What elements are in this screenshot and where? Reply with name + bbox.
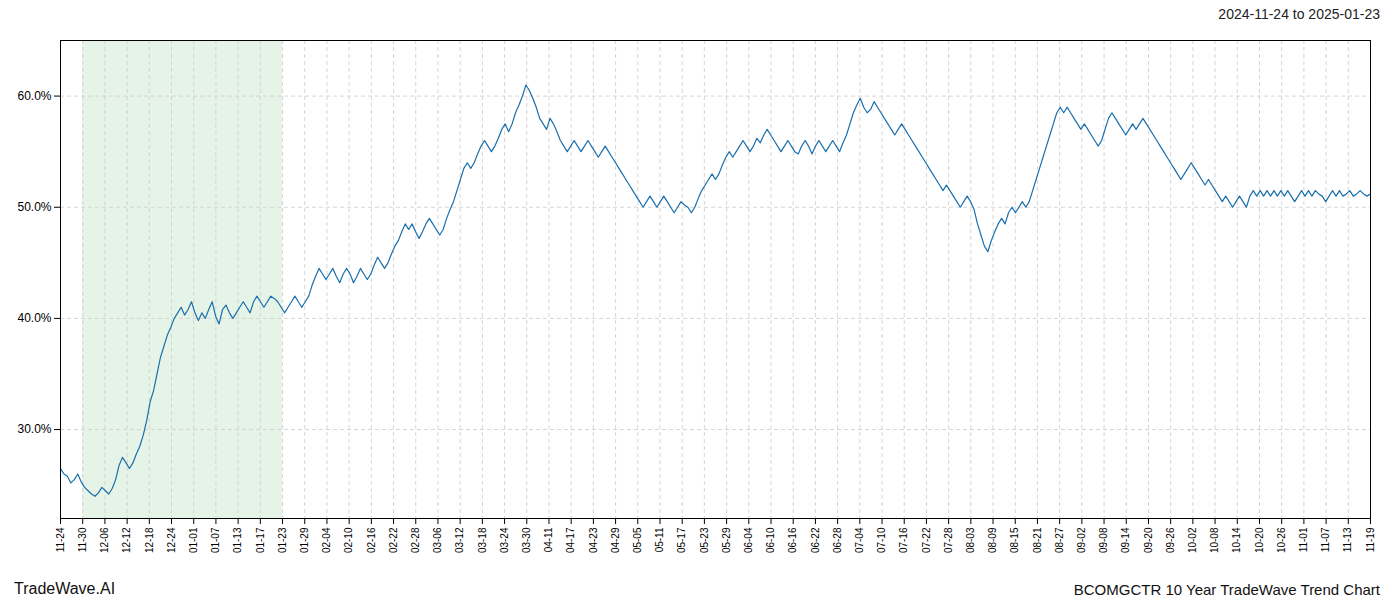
svg-text:10-26: 10-26 xyxy=(1276,527,1287,553)
svg-text:10-08: 10-08 xyxy=(1209,527,1220,553)
svg-text:02-16: 02-16 xyxy=(366,527,377,553)
svg-text:12-06: 12-06 xyxy=(99,527,110,553)
svg-text:03-24: 03-24 xyxy=(499,527,510,553)
svg-text:03-06: 03-06 xyxy=(432,527,443,553)
svg-text:12-12: 12-12 xyxy=(121,527,132,553)
svg-text:09-08: 09-08 xyxy=(1098,527,1109,553)
svg-text:02-04: 02-04 xyxy=(321,527,332,553)
svg-text:08-03: 08-03 xyxy=(965,527,976,553)
svg-text:06-16: 06-16 xyxy=(787,527,798,553)
svg-text:11-19: 11-19 xyxy=(1365,527,1376,552)
svg-text:05-29: 05-29 xyxy=(721,527,732,553)
svg-text:01-17: 01-17 xyxy=(255,527,266,553)
svg-text:01-23: 01-23 xyxy=(277,527,288,553)
svg-text:08-15: 08-15 xyxy=(1009,527,1020,553)
svg-text:11-01: 11-01 xyxy=(1298,527,1309,552)
svg-text:06-22: 06-22 xyxy=(810,527,821,553)
svg-text:07-10: 07-10 xyxy=(876,527,887,553)
svg-text:07-16: 07-16 xyxy=(898,527,909,553)
svg-text:12-18: 12-18 xyxy=(144,527,155,553)
svg-text:08-21: 08-21 xyxy=(1032,527,1043,553)
svg-text:05-17: 05-17 xyxy=(676,527,687,553)
svg-text:08-09: 08-09 xyxy=(987,527,998,553)
html-text:2024-11-24 to 2025-01-23: 2024-11-24 to 2025-01-23 xyxy=(1218,6,1380,22)
svg-text:50.0%: 50.0% xyxy=(17,200,51,214)
svg-text:05-05: 05-05 xyxy=(632,527,643,553)
svg-text:01-29: 01-29 xyxy=(299,527,310,553)
svg-text:06-10: 06-10 xyxy=(765,527,776,553)
svg-text:09-02: 09-02 xyxy=(1076,527,1087,553)
svg-text:11-13: 11-13 xyxy=(1342,527,1353,552)
svg-text:09-14: 09-14 xyxy=(1120,527,1131,553)
svg-text:03-18: 03-18 xyxy=(477,527,488,553)
svg-text:07-28: 07-28 xyxy=(943,527,954,553)
svg-text:04-17: 04-17 xyxy=(565,527,576,553)
svg-text:40.0%: 40.0% xyxy=(17,311,51,325)
svg-text:06-28: 06-28 xyxy=(832,527,843,553)
svg-text:03-30: 03-30 xyxy=(521,527,532,553)
svg-text:01-07: 01-07 xyxy=(210,527,221,553)
svg-text:07-04: 07-04 xyxy=(854,527,865,553)
svg-text:02-10: 02-10 xyxy=(343,527,354,553)
svg-text:11-30: 11-30 xyxy=(77,527,88,552)
svg-text:60.0%: 60.0% xyxy=(17,89,51,103)
svg-text:06-04: 06-04 xyxy=(743,527,754,553)
svg-text:09-26: 09-26 xyxy=(1165,527,1176,553)
svg-text:01-13: 01-13 xyxy=(232,527,243,553)
svg-text:30.0%: 30.0% xyxy=(17,422,51,436)
svg-text:08-27: 08-27 xyxy=(1054,527,1065,553)
svg-text:10-02: 10-02 xyxy=(1187,527,1198,553)
svg-text:04-11: 04-11 xyxy=(543,527,554,552)
svg-text:09-20: 09-20 xyxy=(1143,527,1154,553)
svg-text:11-24: 11-24 xyxy=(55,527,66,552)
svg-text:10-14: 10-14 xyxy=(1231,527,1242,553)
svg-text:10-20: 10-20 xyxy=(1254,527,1265,553)
html-text:TradeWave.AI: TradeWave.AI xyxy=(14,580,116,597)
svg-text:02-22: 02-22 xyxy=(388,527,399,553)
svg-text:03-12: 03-12 xyxy=(454,527,465,553)
svg-text:12-24: 12-24 xyxy=(166,527,177,553)
svg-text:07-22: 07-22 xyxy=(921,527,932,553)
svg-text:02-28: 02-28 xyxy=(410,527,421,553)
svg-text:04-23: 04-23 xyxy=(588,527,599,553)
svg-text:11-07: 11-07 xyxy=(1320,527,1331,552)
svg-text:05-11: 05-11 xyxy=(654,527,665,552)
svg-text:01-01: 01-01 xyxy=(188,527,199,553)
svg-text:04-29: 04-29 xyxy=(610,527,621,553)
html-text:BCOMGCTR 10 Year TradeWave Tre: BCOMGCTR 10 Year TradeWave Trend Chart xyxy=(1073,581,1380,598)
svg-text:05-23: 05-23 xyxy=(699,527,710,553)
